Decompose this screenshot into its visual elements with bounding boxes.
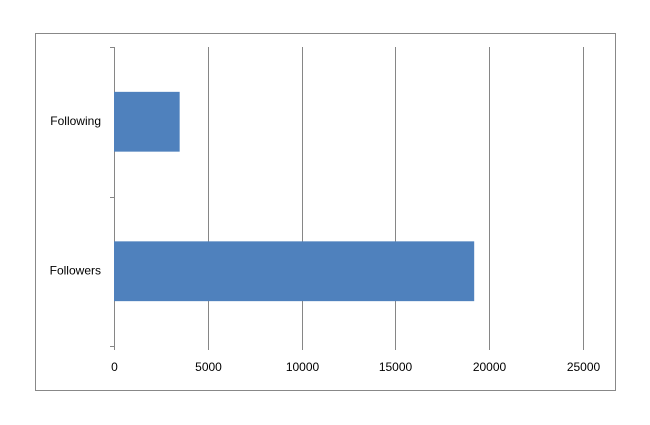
x-tick-label: 0: [111, 360, 118, 374]
bar: [114, 241, 475, 302]
x-tick-label: 10000: [286, 360, 320, 374]
x-tick-label: 5000: [195, 360, 222, 374]
x-tick-label: 15000: [379, 360, 413, 374]
y-tick-label: Following: [50, 114, 101, 128]
chart-border: [35, 33, 616, 391]
x-tick-label: 25000: [567, 360, 601, 374]
x-tick-label: 20000: [473, 360, 507, 374]
y-tick-label: Followers: [50, 263, 101, 277]
bar: [114, 91, 180, 152]
